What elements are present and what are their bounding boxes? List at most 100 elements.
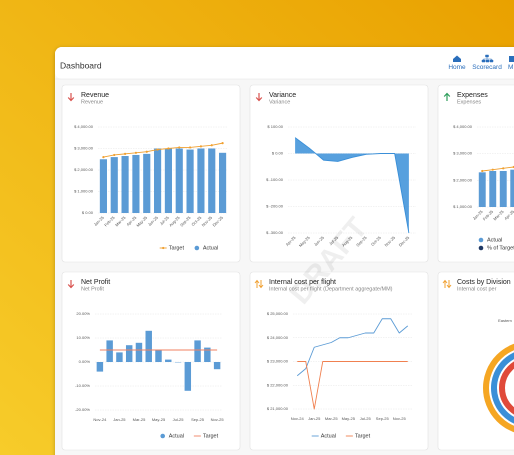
bar (219, 152, 227, 213)
y-tick-label: $ 4,000.00 (74, 124, 94, 129)
y-tick-label: $ 25,000.00 (267, 311, 289, 316)
bar (197, 148, 205, 213)
x-tick-label: Nov-25 (393, 416, 407, 421)
bar (132, 154, 140, 213)
bar (106, 340, 113, 362)
line-marker (145, 150, 148, 153)
ring-label: Eastern (498, 318, 512, 323)
nav-label: Scorecard (472, 64, 502, 71)
line-marker (210, 144, 213, 147)
y-tick-label: -10.00% (75, 383, 90, 388)
x-tick-label: Jul-25 (159, 214, 171, 226)
nav-scorecard[interactable]: Scorecard (472, 54, 502, 71)
y-tick-label: $ 1,000.00 (74, 189, 94, 194)
card-subtitle: Net Profit (81, 286, 104, 292)
y-tick-label: $ 3,000.00 (453, 151, 473, 156)
bar (96, 362, 104, 372)
y-tick-label: $ 2,000.00 (74, 167, 94, 172)
y-tick-label: $ 4,000.00 (453, 124, 473, 129)
x-tick-label: Jan-25 (308, 416, 321, 421)
x-tick-label: Jul-25 (328, 234, 340, 246)
card-title: Internal cost per flight (269, 279, 336, 286)
y-tick-label: $ 23,000.00 (267, 359, 289, 364)
scorecard-icon (481, 54, 494, 63)
bar (510, 169, 514, 207)
y-tick-label: -20.00% (75, 407, 90, 412)
x-tick-label: Jul-25 (360, 416, 372, 421)
line-marker (491, 168, 494, 171)
swap-icon (254, 279, 264, 289)
x-tick-label: Jul-25 (173, 417, 185, 422)
card-subtitle: Revenue (81, 99, 103, 105)
card-frame (437, 271, 514, 451)
bar (213, 362, 221, 370)
x-tick-label: Nov-24 (291, 416, 305, 421)
y-tick-label: $ 100.00 (267, 124, 283, 129)
card-subtitle: Internal cost per flight (Department agg… (269, 286, 393, 292)
legend-label: Target (355, 433, 371, 439)
area-line (294, 137, 410, 234)
card-subtitle: Variance (269, 99, 290, 105)
bar (125, 345, 133, 362)
nav-more[interactable]: M (508, 56, 514, 71)
line (103, 142, 223, 158)
line-marker (123, 152, 127, 155)
nav-label: M (508, 64, 513, 71)
line-marker (188, 146, 192, 149)
line-marker (221, 142, 224, 145)
trend-down-icon (67, 280, 75, 289)
card-title: Costs by Division (457, 279, 511, 286)
y-tick-label: $ 22,000.00 (267, 382, 289, 387)
y-tick-label: $ -300.00 (266, 230, 284, 235)
line-marker (178, 146, 181, 149)
app-header (55, 47, 514, 79)
legend-marker (160, 433, 165, 439)
y-tick-label: $ -200.00 (266, 204, 284, 209)
y-tick-label: 0.00% (79, 359, 91, 364)
legend-label: Target (169, 245, 185, 251)
bar (478, 172, 486, 207)
trend-down-icon (67, 93, 75, 102)
legend-marker (478, 245, 484, 251)
home-icon (453, 55, 461, 62)
line-marker (199, 145, 203, 148)
x-tick-label: Jan-25 (113, 417, 126, 422)
line (296, 318, 409, 377)
bar (208, 148, 216, 213)
line-marker (134, 151, 138, 154)
y-tick-label: $ 0.00 (272, 151, 284, 156)
swap-icon (442, 279, 452, 289)
y-tick-label: $ 1,000.00 (453, 204, 473, 209)
bar (164, 148, 172, 213)
bar (499, 171, 507, 207)
card-frame (61, 84, 241, 263)
page-title: Dashboard (60, 60, 102, 70)
x-tick-label: Nov-25 (211, 417, 225, 422)
card-frame (249, 271, 429, 451)
bar (116, 352, 123, 362)
y-tick-label: 20.00% (76, 311, 90, 316)
trend-down-icon (255, 93, 263, 102)
line-marker (481, 169, 484, 173)
y-tick-label: $ 0.00 (82, 210, 94, 215)
nav-home[interactable]: Home (448, 55, 466, 72)
y-tick-label: $ 24,000.00 (267, 335, 289, 340)
line (297, 361, 408, 410)
bar (135, 342, 143, 362)
legend-marker (162, 246, 165, 250)
x-tick-label: Nov-24 (93, 417, 107, 422)
more-icon (509, 56, 514, 62)
line (482, 166, 514, 172)
legend-label: Actual (203, 245, 218, 251)
card-frame (249, 84, 429, 263)
card-frame (437, 84, 514, 263)
x-tick-label: Sep-25 (191, 417, 205, 422)
line-marker (167, 147, 170, 150)
